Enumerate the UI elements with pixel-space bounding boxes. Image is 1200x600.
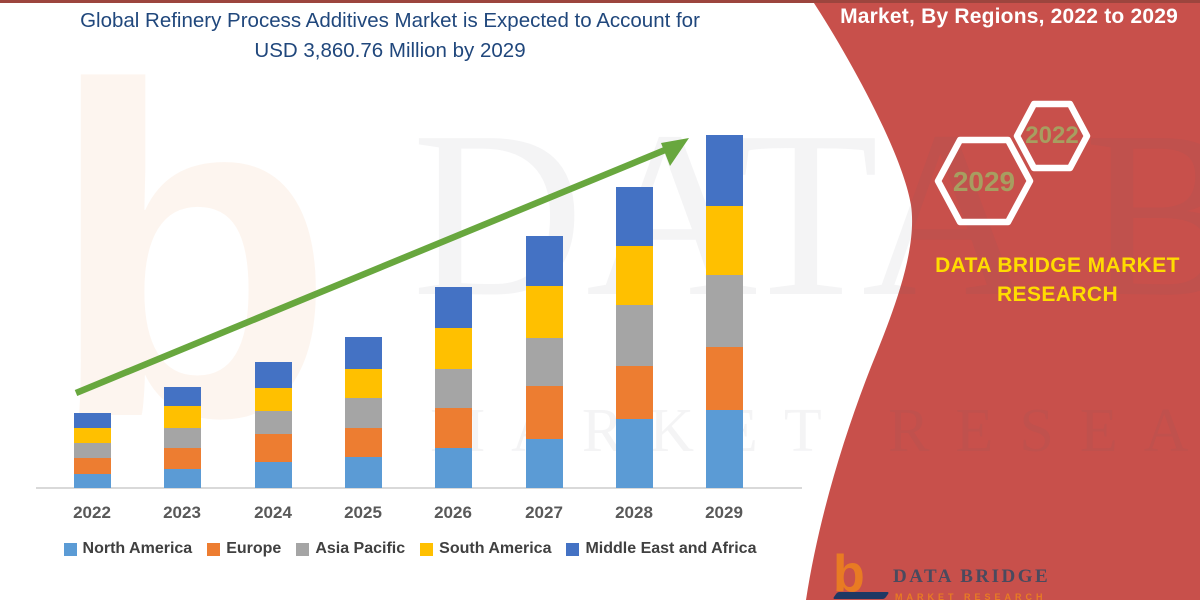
bar-segment-middle-east-and-africa [525,236,563,286]
bar-segment-south-america [73,428,111,443]
stacked-bar-2028 [615,187,653,488]
x-axis-label-2023: 2023 [163,503,201,522]
hexagon-2029-label: 2029 [952,166,1016,197]
bar-segment-asia-pacific [615,305,653,366]
bar-segment-north-america [434,448,472,488]
bar-segment-north-america [705,410,743,488]
bar-segment-south-america [525,286,563,338]
bar-segment-north-america [615,419,653,488]
stacked-bar-2024 [254,362,292,488]
bar-segment-south-america [434,328,472,369]
brand-line1: DATA BRIDGE MARKET [935,254,1180,277]
legend-swatch-icon [420,542,434,556]
legend-item-asia-pacific: Asia Pacific [296,540,405,558]
stacked-bar-2025 [344,337,382,488]
bar-segment-europe [73,458,111,474]
bar-segment-middle-east-and-africa [344,337,382,369]
legend-item-europe: Europe [207,540,281,558]
bar-segment-europe [434,408,472,448]
legend-label: South America [439,540,552,557]
top-border-strip [0,0,1200,3]
bar-segment-asia-pacific [525,338,563,386]
bar-segment-europe [254,434,292,462]
brand-line2: RESEARCH [996,282,1119,306]
stacked-bar-2023 [163,387,201,488]
bar-segment-middle-east-and-africa [254,362,292,388]
legend-label: Europe [226,540,282,557]
bar-segment-middle-east-and-africa [705,135,743,206]
legend-label: Asia Pacific [315,540,406,557]
panel-heading: Market, By Regions, 2022 to 2029 [840,5,1178,28]
stacked-bar-2022 [73,413,111,488]
bar-segment-north-america [344,457,382,488]
right-panel-shape [806,0,1200,600]
databridge-logo: b DATA BRIDGE MARKET RESEARCH [832,548,1163,600]
legend-item-south-america: South America [420,540,551,558]
legend-item-north-america: North America [63,540,193,558]
brand-wordmark: DATA BRIDGE MARKET RESEARCH [925,252,1190,310]
bar-segment-asia-pacific [344,398,382,428]
legend-swatch-icon [207,542,221,556]
x-axis-label-2022: 2022 [73,503,111,522]
x-axis-label-2029: 2029 [705,503,743,522]
legend-swatch-icon [63,542,77,556]
bar-segment-europe [705,347,743,410]
stacked-bar-2027 [525,236,563,488]
x-axis-label-2026: 2026 [434,503,472,522]
x-axis-label-2025: 2025 [344,503,382,522]
legend-item-middle-east-and-africa: Middle East and Africa [566,540,756,558]
stacked-bar-2029 [705,135,743,488]
x-axis-line [36,487,802,489]
chart-legend: North America Europe Asia Pacific South Ame… [30,540,790,558]
bar-segment-europe [615,366,653,419]
legend-label: North America [82,540,193,557]
hexagon-2022-label: 2022 [1025,122,1079,149]
bar-segment-middle-east-and-africa [73,413,111,428]
logo-swoosh-icon [832,592,890,599]
bar-segment-asia-pacific [434,369,472,408]
bar-segment-asia-pacific [254,411,292,434]
legend-swatch-icon [296,542,310,556]
x-axis-label-2024: 2024 [254,503,292,522]
bar-segment-europe [344,428,382,457]
bar-segment-south-america [615,246,653,305]
bar-segment-north-america [525,439,563,488]
x-axis-label-2027: 2027 [525,503,563,522]
bar-segment-north-america [254,462,292,488]
chart-title: Global Refinery Process Additives Market… [20,6,760,65]
legend-label: Middle East and Africa [585,540,757,557]
bar-segment-asia-pacific [73,443,111,458]
x-axis-label-2028: 2028 [615,503,653,522]
logo-name-text: DATA BRIDGE [893,566,1051,587]
bar-segment-south-america [344,369,382,398]
bar-segment-asia-pacific [705,275,743,347]
bar-segment-north-america [73,473,111,488]
chart-title-line1: Global Refinery Process Additives Market… [80,9,700,32]
bar-segment-asia-pacific [163,428,201,448]
bar-segment-middle-east-and-africa [434,287,472,328]
logo-subtitle-text: MARKET RESEARCH [895,592,1047,600]
bar-segment-south-america [705,206,743,275]
bar-segment-south-america [163,406,201,428]
bar-segment-north-america [163,469,201,488]
bar-segment-middle-east-and-africa [615,187,653,246]
chart-title-line2: USD 3,860.76 Million by 2029 [254,38,526,62]
stacked-bar-2026 [434,287,472,488]
legend-swatch-icon [566,542,580,556]
bar-segment-south-america [254,388,292,411]
bar-segment-middle-east-and-africa [163,387,201,406]
bar-segment-europe [525,386,563,439]
logo-b-icon: b [833,545,865,600]
bar-segment-europe [163,448,201,469]
